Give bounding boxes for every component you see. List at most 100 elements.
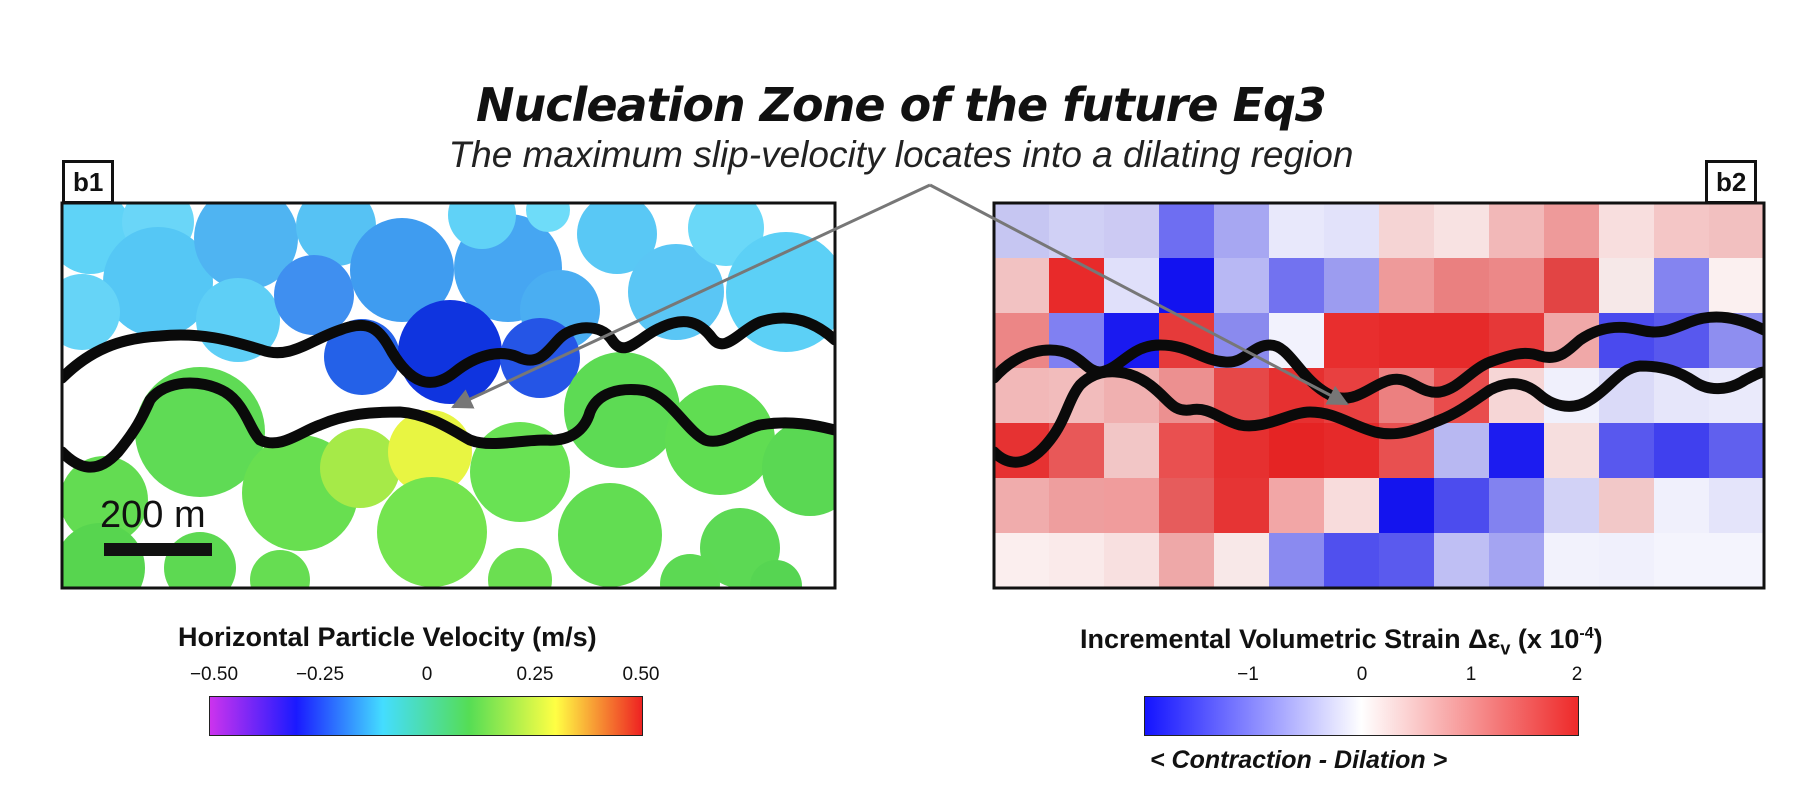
strain-cell	[1709, 258, 1764, 314]
colorbar-b2-title: Incremental Volumetric Strain Δεv (x 10-…	[1080, 624, 1603, 659]
strain-cell	[1269, 203, 1325, 259]
colorbar-b1-tick: 0.50	[622, 664, 660, 685]
strain-cell	[1434, 533, 1490, 588]
strain-cell	[1379, 478, 1435, 534]
strain-cell	[1544, 423, 1600, 479]
strain-cells	[994, 203, 1764, 588]
strain-cell	[1544, 203, 1600, 259]
strain-cell	[1544, 478, 1600, 534]
colorbar-b2-gradient	[1144, 696, 1579, 736]
strain-cell	[1434, 258, 1490, 314]
colorbar-b2-title-main: Incremental Volumetric Strain Δε	[1080, 624, 1501, 654]
colorbar-b1-tick: −0.50	[189, 664, 239, 685]
strain-cell	[1599, 203, 1655, 259]
colorbar-b1-gradient	[209, 696, 643, 736]
strain-cell	[1599, 423, 1655, 479]
strain-cell	[1544, 258, 1600, 314]
strain-cell	[1599, 258, 1655, 314]
colorbar-b2-title-superscript: -4	[1579, 625, 1594, 642]
strain-cell	[1049, 203, 1105, 259]
strain-cell	[994, 258, 1050, 314]
strain-cell	[1434, 478, 1490, 534]
strain-cell	[1489, 533, 1545, 588]
colorbar-b2-tick: 0	[1356, 664, 1368, 685]
strain-cell	[1159, 478, 1215, 534]
strain-cell	[1214, 478, 1270, 534]
strain-cell	[1434, 203, 1490, 259]
strain-cell	[1214, 258, 1270, 314]
gouge-layer-boundary-b2	[994, 311, 1764, 468]
strain-cell	[1324, 533, 1380, 588]
panel-b2-strain-grid	[994, 203, 1764, 588]
strain-cell	[1709, 203, 1764, 259]
strain-cell	[1654, 423, 1710, 479]
strain-cell	[1434, 423, 1490, 479]
scale-bar	[104, 543, 212, 556]
strain-cell	[1709, 478, 1764, 534]
strain-cell	[1049, 478, 1105, 534]
strain-cell	[1104, 478, 1160, 534]
strain-cell	[1324, 258, 1380, 314]
panel-tag-b1: b1	[62, 160, 115, 204]
strain-cell	[1214, 203, 1270, 259]
arrow-to-b2	[929, 183, 1349, 406]
strain-cell	[1599, 533, 1655, 588]
strain-cell	[1269, 258, 1325, 314]
strain-cell	[1269, 423, 1325, 479]
strain-cell	[1049, 258, 1105, 314]
strain-cell	[1214, 423, 1270, 479]
strain-cell	[994, 533, 1050, 588]
strain-cell	[1104, 533, 1160, 588]
figure-subtitle: The maximum slip-velocity locates into a…	[448, 134, 1354, 175]
colorbar-b1-tick: 0	[421, 664, 433, 685]
strain-cell	[1379, 533, 1435, 588]
strain-cell	[1654, 258, 1710, 314]
arrow-to-b1	[451, 183, 931, 409]
strain-cell	[1324, 478, 1380, 534]
strain-cell	[1269, 533, 1325, 588]
strain-cell	[1049, 533, 1105, 588]
colorbar-b2-tick: −1	[1237, 664, 1259, 685]
strain-cell	[1489, 478, 1545, 534]
strain-cell	[1654, 203, 1710, 259]
strain-cell	[1434, 313, 1490, 369]
strain-cell	[1654, 533, 1710, 588]
colorbar-b1-tick: −0.25	[295, 664, 345, 685]
gouge-layer-boundary-b1	[62, 312, 835, 473]
strain-cell	[1104, 423, 1160, 479]
panel-b2-frame	[992, 201, 1766, 590]
strain-cell	[1654, 478, 1710, 534]
strain-cell	[1709, 533, 1764, 588]
colorbar-b2-tick: 1	[1465, 664, 1477, 685]
strain-cell	[1104, 203, 1160, 259]
strain-cell	[1214, 533, 1270, 588]
panel-b1-frame	[60, 201, 837, 590]
colorbar-b2-title-close: )	[1593, 624, 1603, 654]
strain-cell	[1489, 203, 1545, 259]
strain-cell	[994, 478, 1050, 534]
strain-cell	[1544, 533, 1600, 588]
strain-cell	[1159, 258, 1215, 314]
strain-cell	[1489, 258, 1545, 314]
strain-cell	[994, 368, 1050, 424]
colorbar-b2-title-suffix: (x 10	[1510, 624, 1580, 654]
strain-cell	[1104, 258, 1160, 314]
strain-cell	[1159, 203, 1215, 259]
colorbar-b2-tick: 2	[1571, 664, 1583, 685]
scale-bar-label: 200 m	[100, 494, 206, 536]
figure-title: Nucleation Zone of the future Eq3	[476, 78, 1327, 132]
strain-cell	[1159, 423, 1215, 479]
colorbar-b1-title: Horizontal Particle Velocity (m/s)	[178, 622, 597, 652]
strain-cell	[1324, 203, 1380, 259]
annotation-arrows	[451, 183, 1349, 409]
colorbar-b2-title-subscript: v	[1500, 638, 1511, 659]
strain-cell	[1599, 313, 1655, 369]
strain-cell	[1379, 258, 1435, 314]
strain-cell	[1379, 203, 1435, 259]
strain-cell	[1599, 368, 1655, 424]
colorbar-b1-tick: 0.25	[516, 664, 554, 685]
strain-cell	[1159, 533, 1215, 588]
panel-tag-b2: b2	[1705, 160, 1758, 204]
strain-cell	[1324, 313, 1380, 369]
